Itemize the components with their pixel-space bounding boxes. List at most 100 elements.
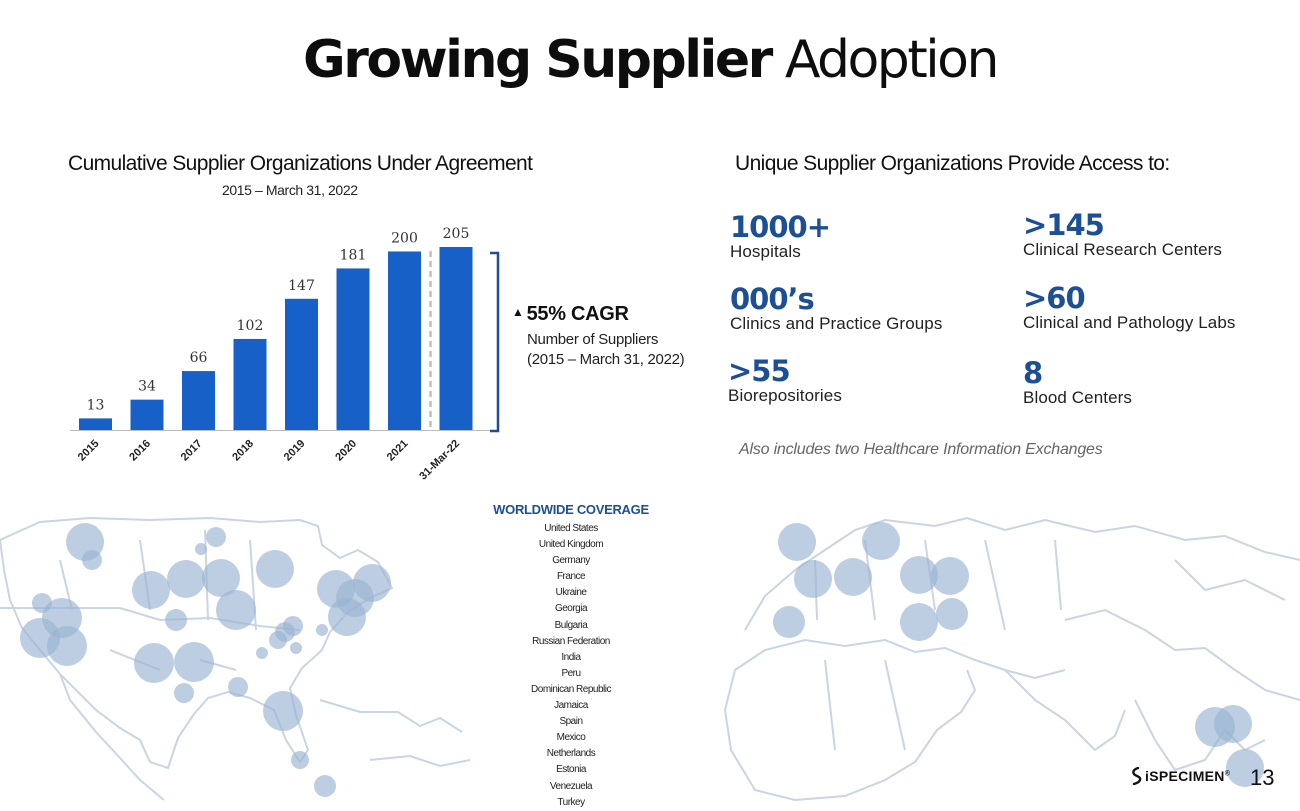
stat-value: >60	[1023, 281, 1086, 315]
country-item: Jamaica	[554, 700, 588, 712]
page-title-normal: Adoption	[784, 30, 1000, 90]
country-item: Spain	[559, 716, 583, 728]
site-bubble	[195, 543, 207, 555]
data-label: 102	[237, 318, 264, 334]
page-number: 13	[1250, 765, 1275, 790]
tick-label: 2016	[127, 438, 153, 464]
tick-label: 2021	[385, 438, 411, 464]
tick-label: 2020	[333, 438, 359, 464]
bar	[182, 371, 215, 430]
site-bubble	[263, 691, 303, 731]
bar	[439, 247, 473, 430]
bar	[233, 338, 267, 430]
trademark-mark: ®	[1224, 770, 1231, 778]
site-bubble	[256, 647, 268, 659]
site-bubbles	[20, 523, 391, 797]
site-bubble	[47, 626, 87, 666]
stat-value: >55	[728, 354, 791, 388]
site-bubble	[283, 616, 303, 636]
country-item: France	[556, 571, 586, 583]
country-item: Germany	[552, 555, 590, 567]
cagr-value: 55% CAGR	[526, 303, 629, 325]
country-item: India	[561, 651, 581, 663]
country-item: Estonia	[556, 764, 586, 776]
site-bubble	[862, 522, 900, 560]
country-item: Peru	[561, 667, 581, 679]
site-bubble	[778, 523, 816, 561]
site-bubble	[931, 557, 969, 595]
site-bubbles	[773, 522, 1264, 787]
site-bubble	[174, 642, 214, 682]
site-bubble	[167, 560, 205, 598]
data-label: 147	[288, 278, 315, 294]
country-item: United States	[544, 523, 598, 534]
site-bubble	[900, 603, 938, 641]
country-item: Mexico	[556, 732, 586, 744]
tick-label: 2018	[230, 438, 256, 464]
site-bubble	[202, 559, 240, 597]
chart-title: Cumulative Supplier Organizations Under …	[68, 152, 533, 175]
stat-label: Clinical and Pathology Labs	[1023, 313, 1236, 332]
cagr-period: (2015 – March 31, 2022)	[527, 351, 685, 368]
country-item: Russian Federation	[532, 635, 610, 647]
site-bubble	[1226, 749, 1264, 787]
stat-blood-centers: 8 Blood Centers	[1023, 358, 1132, 408]
site-bubble	[328, 598, 366, 636]
site-bubble	[174, 683, 194, 703]
data-label: 66	[190, 350, 208, 366]
tick-label: 2017	[179, 438, 205, 464]
country-item: Ukraine	[555, 587, 587, 599]
site-bubble	[900, 556, 938, 594]
americas-map	[0, 516, 470, 801]
bar	[388, 251, 421, 430]
site-bubble	[834, 558, 872, 596]
logo-icon	[1132, 767, 1142, 785]
tick-label: 2019	[282, 438, 308, 464]
cagr-description: Number of Suppliers	[527, 331, 659, 348]
stat-clinics: 000’s Clinics and Practice Groups	[730, 284, 942, 334]
page-title: Growing Supplier Adoption	[0, 30, 1300, 90]
country-list: United States United Kingdom Germany Fra…	[471, 521, 671, 811]
site-bubble	[132, 571, 170, 609]
data-label: 13	[87, 397, 105, 413]
stat-biorepositories: >55 Biorepositories	[728, 356, 842, 406]
coverage-title: WORLDWIDE COVERAGE	[493, 502, 649, 517]
site-bubble	[134, 643, 174, 683]
stat-value: 8	[1023, 356, 1043, 390]
logo-text: iSPECIMEN	[1145, 768, 1225, 784]
cagr-bracket	[490, 251, 500, 433]
site-bubble	[773, 606, 805, 638]
map-outline	[723, 516, 1300, 802]
bar	[79, 418, 112, 430]
data-label: 205	[443, 226, 470, 242]
site-bubble	[314, 775, 336, 797]
tick-label: 2015	[76, 438, 102, 464]
country-item: Georgia	[554, 603, 588, 615]
stat-label: Biorepositories	[728, 386, 842, 405]
bar	[336, 268, 370, 430]
site-bubble	[82, 550, 102, 570]
bar-chart: 13 2015 34 2016 66 2017 102 2018 147 2019 181 2020 2…	[70, 226, 500, 483]
site-bubble	[206, 527, 226, 547]
stat-pathology-labs: >60 Clinical and Pathology Labs	[1023, 283, 1236, 333]
country-item: Turkey	[557, 796, 585, 808]
stat-research-centers: >145 Clinical Research Centers	[1023, 210, 1222, 260]
site-bubble	[291, 751, 309, 769]
access-title: Unique Supplier Organizations Provide Ac…	[735, 152, 1170, 175]
company-logo: iSPECIMEN®	[1130, 767, 1230, 785]
data-label: 34	[138, 379, 156, 395]
stat-hospitals: 1000+ Hospitals	[730, 212, 831, 262]
stat-value: 000’s	[730, 282, 815, 316]
tick-label: 31-Mar-22	[417, 438, 462, 483]
data-label: 181	[340, 247, 367, 263]
country-item: Dominican Republic	[531, 683, 611, 695]
bar	[285, 298, 318, 430]
country-item: Netherlands	[546, 748, 596, 760]
site-bubble	[256, 550, 294, 588]
country-item: United Kingdom	[538, 539, 604, 551]
chart-subtitle: 2015 – March 31, 2022	[222, 182, 358, 198]
stat-label: Clinics and Practice Groups	[730, 314, 943, 333]
site-bubble	[165, 609, 187, 631]
site-bubble	[316, 624, 328, 636]
up-triangle-icon: ▲	[512, 305, 524, 319]
